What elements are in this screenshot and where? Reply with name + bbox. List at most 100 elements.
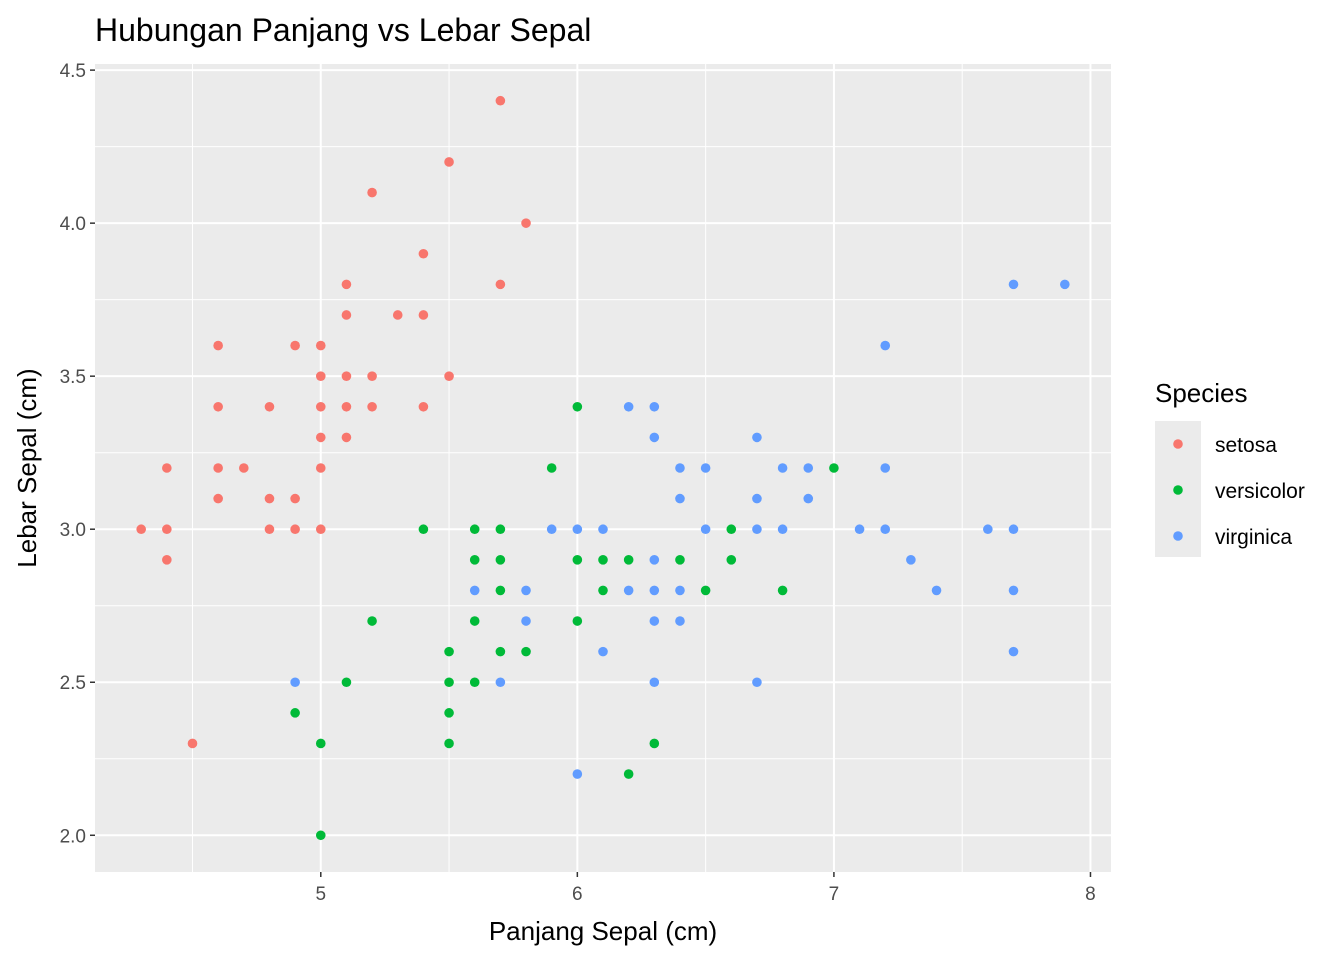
data-point-virginica xyxy=(880,463,891,473)
data-point-setosa xyxy=(521,218,531,228)
data-point-setosa xyxy=(367,401,377,412)
data-point-versicolor xyxy=(623,769,634,779)
data-point-virginica xyxy=(521,616,531,626)
data-point-virginica xyxy=(495,677,506,688)
legend-label-versicolor: versicolor xyxy=(1215,480,1305,503)
data-point-versicolor xyxy=(598,555,608,565)
data-point-setosa xyxy=(213,463,223,473)
data-point-virginica xyxy=(752,524,762,535)
data-point-virginica xyxy=(777,463,788,473)
x-axis-title: Panjang Sepal (cm) xyxy=(489,916,717,946)
data-point-versicolor xyxy=(777,585,788,596)
y-tick-label: 4.5 xyxy=(60,61,86,82)
data-point-virginica xyxy=(649,677,660,688)
data-point-virginica xyxy=(880,340,891,351)
data-point-setosa xyxy=(264,524,275,535)
data-point-versicolor xyxy=(521,646,531,657)
data-point-versicolor xyxy=(495,524,506,535)
data-point-setosa xyxy=(367,187,377,198)
data-point-virginica xyxy=(803,493,814,504)
x-tick-label: 8 xyxy=(1085,884,1096,905)
data-point-versicolor xyxy=(572,555,583,565)
legend: Species setosa versicolor virginica xyxy=(1155,378,1305,557)
data-point-setosa xyxy=(341,371,352,381)
data-point-virginica xyxy=(752,677,762,688)
plot-panel xyxy=(95,64,1111,872)
data-point-setosa xyxy=(444,371,454,381)
y-axis: 2.0 2.5 3.0 3.5 4.0 4.5 xyxy=(60,61,95,847)
data-point-virginica xyxy=(675,585,685,596)
data-point-versicolor xyxy=(469,524,480,535)
data-point-virginica xyxy=(854,524,865,535)
data-point-setosa xyxy=(315,371,326,381)
legend-label-virginica: virginica xyxy=(1215,526,1292,549)
data-point-versicolor xyxy=(444,646,454,657)
data-point-setosa xyxy=(495,95,506,106)
data-point-versicolor xyxy=(444,677,454,688)
data-point-virginica xyxy=(649,585,660,596)
data-point-versicolor xyxy=(726,524,737,535)
data-point-setosa xyxy=(315,340,326,351)
data-point-versicolor xyxy=(649,738,660,749)
data-point-versicolor xyxy=(315,830,326,841)
data-point-virginica xyxy=(675,463,685,473)
data-point-virginica xyxy=(469,585,480,596)
x-tick-label: 7 xyxy=(829,884,840,905)
data-point-virginica xyxy=(675,493,685,504)
data-point-virginica xyxy=(880,524,891,535)
data-point-versicolor xyxy=(418,524,429,535)
data-point-setosa xyxy=(341,279,352,290)
y-tick-label: 2.0 xyxy=(60,826,86,847)
data-point-virginica xyxy=(623,585,634,596)
data-point-versicolor xyxy=(572,616,583,626)
data-point-virginica xyxy=(1008,585,1019,596)
data-point-virginica xyxy=(675,616,685,626)
data-point-virginica xyxy=(1008,646,1019,657)
legend-key-setosa xyxy=(1173,439,1183,449)
data-point-setosa xyxy=(162,463,172,473)
data-point-virginica xyxy=(1008,524,1019,535)
y-tick-label: 4.0 xyxy=(60,214,86,235)
data-point-versicolor xyxy=(469,677,480,688)
data-point-setosa xyxy=(290,493,300,504)
data-point-versicolor xyxy=(572,401,583,412)
data-point-setosa xyxy=(213,340,223,351)
data-point-setosa xyxy=(315,524,326,535)
data-point-setosa xyxy=(264,493,275,504)
data-point-setosa xyxy=(418,248,429,259)
data-point-versicolor xyxy=(623,555,634,565)
data-point-setosa xyxy=(341,310,352,320)
data-point-virginica xyxy=(906,555,916,565)
data-point-setosa xyxy=(162,524,172,535)
data-point-versicolor xyxy=(598,585,608,596)
data-point-virginica xyxy=(752,493,762,504)
data-point-versicolor xyxy=(495,555,506,565)
data-point-versicolor xyxy=(469,555,480,565)
data-point-setosa xyxy=(213,401,223,412)
data-point-setosa xyxy=(315,401,326,412)
data-point-virginica xyxy=(1060,279,1070,290)
data-point-setosa xyxy=(290,524,300,535)
data-point-versicolor xyxy=(829,463,839,473)
data-point-versicolor xyxy=(675,555,685,565)
data-point-virginica xyxy=(623,401,634,412)
legend-key-virginica xyxy=(1173,531,1183,541)
data-point-versicolor xyxy=(315,738,326,749)
data-point-virginica xyxy=(290,677,300,688)
y-tick-label: 3.5 xyxy=(60,367,86,388)
legend-title: Species xyxy=(1155,378,1248,408)
data-point-setosa xyxy=(239,463,249,473)
data-point-virginica xyxy=(572,524,583,535)
data-point-virginica xyxy=(649,555,660,565)
data-point-virginica xyxy=(572,769,583,779)
data-point-setosa xyxy=(418,401,429,412)
x-axis: 5 6 7 8 xyxy=(315,872,1096,905)
data-point-virginica xyxy=(983,524,993,535)
data-point-versicolor xyxy=(700,585,711,596)
data-point-virginica xyxy=(598,524,608,535)
data-point-virginica xyxy=(649,432,660,443)
data-point-virginica xyxy=(649,616,660,626)
data-point-virginica xyxy=(700,524,711,535)
data-point-setosa xyxy=(315,432,326,443)
